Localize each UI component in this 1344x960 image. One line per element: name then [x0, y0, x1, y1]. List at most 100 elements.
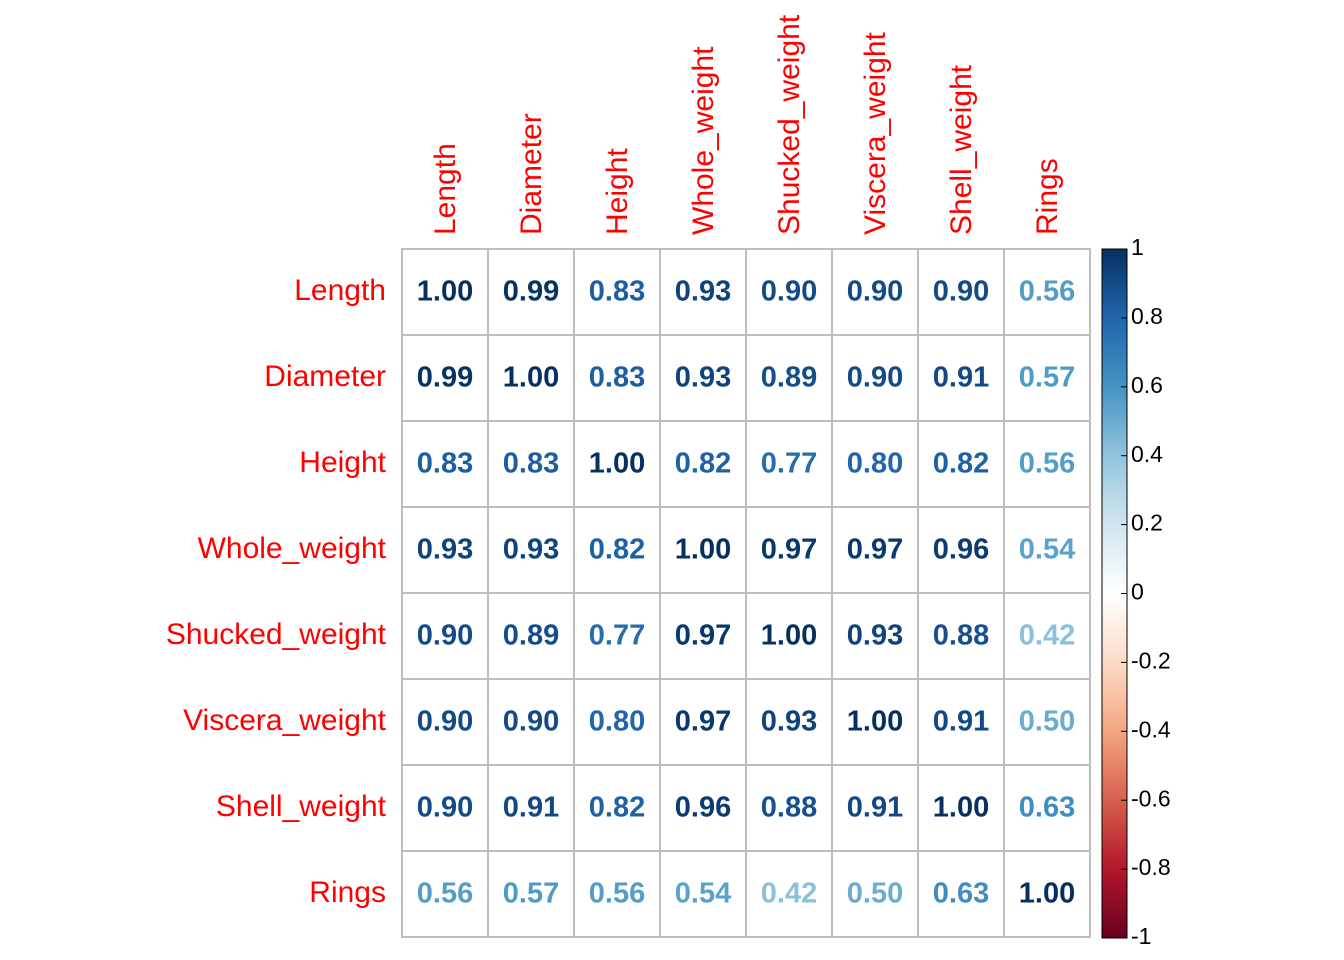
- correlation-value: 1.00: [847, 706, 903, 738]
- correlation-value: 0.56: [417, 878, 473, 910]
- column-label: Shell_weight: [945, 64, 978, 235]
- correlation-value: 0.50: [847, 878, 903, 910]
- correlation-value: 0.56: [589, 878, 645, 910]
- heatmap-cell: [573, 678, 661, 766]
- column-label: Rings: [1031, 158, 1064, 235]
- heatmap-cell: [917, 764, 1005, 852]
- correlation-value: 0.88: [761, 792, 817, 824]
- correlation-value: 0.63: [1019, 792, 1075, 824]
- heatmap-cell: [659, 850, 747, 938]
- heatmap-cell: [401, 420, 489, 508]
- heatmap-cell: [745, 850, 833, 938]
- correlation-value: 0.77: [761, 448, 817, 480]
- column-label: Height: [601, 148, 634, 235]
- row-label: Whole_weight: [198, 532, 387, 565]
- heatmap-cell: [659, 506, 747, 594]
- colorbar-tick-label: -0.2: [1131, 647, 1171, 673]
- colorbar-tick-label: 1: [1131, 234, 1144, 260]
- correlation-value: 0.82: [589, 792, 645, 824]
- heatmap-cell: [401, 850, 489, 938]
- heatmap-cell: [1003, 592, 1091, 680]
- correlation-value: 0.88: [933, 620, 989, 652]
- row-label: Shell_weight: [216, 790, 387, 823]
- colorbar: 1 0.8 0.6 0.4 0.2 0 -0.2 -0.4 -0.6 -0.8 -1: [1101, 234, 1171, 949]
- heatmap-cell: [487, 678, 575, 766]
- correlation-value: 0.42: [1019, 620, 1075, 652]
- correlation-value: 0.91: [503, 792, 559, 824]
- correlation-value: 0.57: [503, 878, 559, 910]
- column-labels: Length Diameter Height Whole_weight Shucked_…: [429, 14, 1064, 235]
- correlation-value: 0.93: [417, 534, 473, 566]
- correlation-value: 0.54: [675, 878, 731, 910]
- heatmap-cells: 1.00 0.99 0.83 0.93 0.90 0.90 0.90 0.56 0.99 1.00…: [401, 248, 1091, 938]
- heatmap-cell: [745, 420, 833, 508]
- correlation-value: 1.00: [417, 276, 473, 308]
- correlation-value: 0.83: [417, 448, 473, 480]
- correlation-value: 0.56: [1019, 448, 1075, 480]
- correlation-value: 0.91: [933, 362, 989, 394]
- correlation-value: 0.93: [503, 534, 559, 566]
- heatmap-cell: [1003, 334, 1091, 422]
- correlation-value: 1.00: [589, 448, 645, 480]
- correlation-value: 0.90: [417, 792, 473, 824]
- heatmap-cell: [745, 678, 833, 766]
- correlation-value: 0.90: [933, 276, 989, 308]
- correlation-value: 0.56: [1019, 276, 1075, 308]
- heatmap-cell: [487, 764, 575, 852]
- heatmap-cell: [831, 248, 919, 336]
- heatmap-cell: [487, 334, 575, 422]
- colorbar-tick-label: -0.6: [1131, 785, 1171, 811]
- correlation-value: 0.54: [1019, 534, 1075, 566]
- heatmap-cell: [917, 592, 1005, 680]
- correlation-value: 0.82: [589, 534, 645, 566]
- row-label: Viscera_weight: [183, 704, 387, 737]
- column-label: Diameter: [515, 113, 548, 235]
- correlation-value: 0.97: [675, 620, 731, 652]
- correlation-value: 0.91: [847, 792, 903, 824]
- correlation-value: 0.63: [933, 878, 989, 910]
- heatmap-cell: [917, 420, 1005, 508]
- correlation-value: 0.91: [933, 706, 989, 738]
- correlation-value: 0.99: [417, 362, 473, 394]
- heatmap-cell: [831, 764, 919, 852]
- heatmap-cell: [917, 678, 1005, 766]
- heatmap-cell: [745, 506, 833, 594]
- heatmap-cell: [573, 506, 661, 594]
- correlation-value: 0.82: [933, 448, 989, 480]
- correlation-value: 0.80: [847, 448, 903, 480]
- column-label: Whole_weight: [687, 46, 720, 235]
- row-label: Shucked_weight: [166, 618, 387, 651]
- correlation-value: 0.93: [847, 620, 903, 652]
- row-label: Rings: [309, 876, 386, 909]
- column-label: Viscera_weight: [859, 31, 892, 235]
- heatmap-cell: [1003, 420, 1091, 508]
- heatmap-cell: [745, 592, 833, 680]
- heatmap-cell: [1003, 850, 1091, 938]
- correlation-value: 0.90: [847, 276, 903, 308]
- correlation-value: 0.90: [417, 706, 473, 738]
- heatmap-cell: [831, 850, 919, 938]
- colorbar-tick-label: 0.6: [1131, 372, 1163, 398]
- correlation-value: 1.00: [761, 620, 817, 652]
- colorbar-tick-label: -1: [1131, 923, 1151, 949]
- heatmap-cell: [487, 420, 575, 508]
- colorbar-tick-label: 0.4: [1131, 441, 1163, 467]
- correlation-value: 1.00: [1019, 878, 1075, 910]
- correlation-value: 0.93: [675, 276, 731, 308]
- correlation-value: 0.42: [761, 878, 817, 910]
- colorbar-tick-label: 0.2: [1131, 510, 1163, 536]
- heatmap-cell: [573, 850, 661, 938]
- correlation-value: 0.82: [675, 448, 731, 480]
- heatmap-cell: [487, 248, 575, 336]
- heatmap-cell: [659, 420, 747, 508]
- row-label: Height: [299, 446, 386, 479]
- heatmap-cell: [573, 420, 661, 508]
- correlation-value: 0.90: [847, 362, 903, 394]
- correlation-value: 0.80: [589, 706, 645, 738]
- correlation-value: 0.96: [675, 792, 731, 824]
- colorbar-tick-label: -0.4: [1131, 716, 1171, 742]
- correlation-value: 0.93: [761, 706, 817, 738]
- correlation-value: 0.83: [503, 448, 559, 480]
- correlation-value: 0.89: [503, 620, 559, 652]
